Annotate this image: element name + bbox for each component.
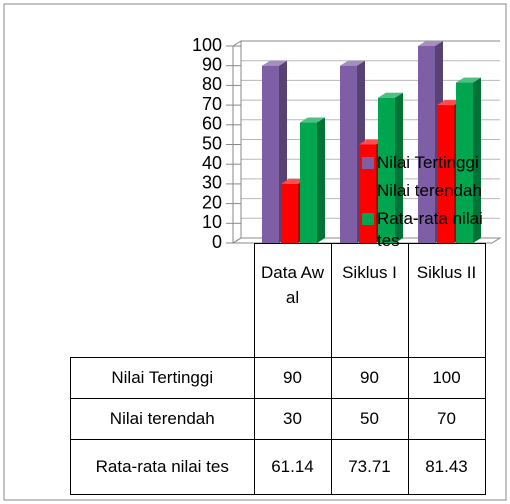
table-blank: [71, 244, 255, 358]
bar-top: [262, 60, 287, 66]
bar-top: [378, 92, 403, 98]
row-label: Nilai Tertinggi: [70, 356, 255, 399]
y-tick-label: 10: [202, 212, 222, 232]
bar-top-shade: [456, 77, 481, 83]
legend-item: Nilai terendah: [362, 180, 502, 202]
bar: [262, 65, 279, 243]
bar-top: [281, 178, 306, 184]
table-value: 90: [330, 356, 409, 399]
table-row: Nilai terendah 30 50 70: [70, 397, 486, 440]
table-value: 90: [253, 356, 332, 399]
bar: [456, 82, 473, 243]
y-tick-label: 80: [202, 74, 222, 94]
category-label: Siklus I: [330, 243, 409, 358]
y-tick-label: 40: [202, 153, 222, 173]
bar-top-shade: [300, 117, 325, 123]
table-row: Nilai Tertinggi 90 90 100: [70, 356, 486, 399]
legend-item: Rata-rata nilai tes: [362, 208, 502, 252]
y-tick-label: 90: [202, 54, 222, 74]
bar-top-shade: [437, 100, 462, 106]
bar: [437, 105, 454, 243]
legend-label: Nilai Tertinggi: [377, 153, 479, 172]
legend-swatch: [362, 157, 374, 169]
bar: [378, 97, 395, 244]
bar-top: [359, 139, 384, 145]
back-wall: [232, 40, 242, 244]
bar: [418, 46, 435, 243]
bar-side-shade: [395, 92, 403, 244]
table-row: Rata-rata nilai tes 61.14 73.71 81.43: [70, 438, 486, 495]
row-label: Nilai terendah: [70, 397, 255, 440]
legend: Nilai Tertinggi Nilai terendah Rata-rata n…: [362, 152, 502, 258]
bar-top: [340, 60, 365, 66]
legend-label: Rata-rata nilai tes: [377, 209, 483, 250]
table-value: 81.43: [407, 438, 486, 495]
bar-top: [418, 41, 443, 46]
bar-top: [437, 100, 462, 106]
bar-top: [300, 117, 325, 123]
y-tick-label: 60: [202, 114, 222, 134]
table-value: 61.14: [253, 438, 332, 495]
chart-border: [3, 3, 507, 501]
bar-top-shade: [418, 41, 443, 46]
bar-top-shade: [340, 60, 365, 66]
data-table: Data Awal Siklus I Siklus II Nilai Tertingg…: [70, 243, 486, 495]
row-label: Rata-rata nilai tes: [70, 438, 255, 495]
bar-side-shade: [317, 117, 325, 243]
bar-side: [473, 77, 481, 243]
table-value: 100: [407, 356, 486, 399]
y-tick-label: 20: [202, 192, 222, 212]
bar-top-shade: [378, 92, 403, 98]
y-tick-label: 50: [202, 133, 222, 153]
legend-label: Nilai terendah: [377, 181, 482, 200]
bar-side: [395, 92, 403, 244]
bar: [281, 183, 298, 243]
bar-side-shade: [473, 77, 481, 243]
bar: [340, 65, 357, 243]
bar-side: [317, 117, 325, 243]
category-label: Data Awal: [253, 243, 332, 358]
table-value: 73.71: [330, 438, 409, 495]
legend-swatch: [362, 185, 374, 197]
y-tick-label: 70: [202, 94, 222, 114]
bar-top-shade: [262, 60, 287, 66]
category-label: Siklus II: [407, 243, 486, 358]
table-value: 30: [253, 397, 332, 440]
bar-top-shade: [359, 139, 384, 145]
bar-top: [456, 77, 481, 83]
y-tick-label: 0: [212, 232, 222, 252]
table-value: 70: [407, 397, 486, 440]
bar: [300, 122, 317, 243]
table-value: 50: [330, 397, 409, 440]
y-tick-label: 100: [192, 35, 222, 55]
table-header-row: Data Awal Siklus I Siklus II: [71, 243, 486, 358]
bar-top-shade: [281, 178, 306, 184]
legend-swatch: [362, 213, 374, 225]
y-tick-label: 30: [202, 173, 222, 193]
legend-item: Nilai Tertinggi: [362, 152, 502, 174]
